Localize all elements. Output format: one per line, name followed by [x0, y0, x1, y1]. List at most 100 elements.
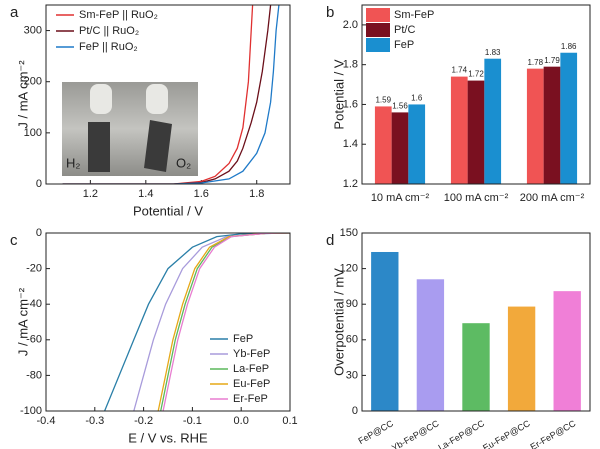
- legend-swatch: [366, 8, 390, 22]
- bar: [467, 80, 485, 184]
- y-tick-label: 30: [346, 369, 358, 381]
- x-axis-label: E / V vs. RHE: [128, 430, 208, 445]
- bar: [371, 251, 399, 411]
- legend-label: Yb-FeP: [233, 348, 270, 360]
- legend-swatch: [366, 38, 390, 52]
- annotation: O₂: [176, 155, 191, 170]
- y-tick-label: 1.2: [343, 178, 358, 190]
- bar: [408, 104, 426, 184]
- photo-electrode: [88, 122, 110, 172]
- inset-photo: [62, 82, 198, 176]
- bar: [484, 58, 502, 185]
- legend-label: La-FeP: [233, 363, 269, 375]
- legend-label: Pt/C || RuO₂: [79, 25, 139, 37]
- photo-holder: [146, 84, 168, 114]
- bar: [560, 52, 578, 184]
- x-tick-label: 1.2: [83, 188, 98, 200]
- y-axis-label: Potential / V: [331, 59, 346, 129]
- bar: [507, 306, 536, 411]
- y-axis-label: J / mA cm⁻²: [15, 287, 30, 356]
- panel-label: a: [10, 4, 19, 21]
- y-tick-label: 60: [346, 334, 358, 346]
- panel: a J / mA cm⁻² 0 100 200 300 1.2 1.4 1.6 1.8 Potent…: [10, 4, 291, 218]
- x-tick-label: -0.4: [37, 415, 56, 427]
- x-tick-label: -0.3: [85, 415, 104, 427]
- y-tick-label: 300: [24, 24, 42, 36]
- x-tick-label: Er-FeP@CC: [529, 418, 578, 449]
- x-axis-label: Potential / V: [133, 203, 203, 218]
- x-tick-label: 1.4: [138, 188, 153, 200]
- data-label: 1.83: [485, 48, 501, 57]
- data-label: 1.72: [468, 70, 484, 79]
- x-tick-label: 10 mA cm⁻²: [371, 192, 430, 204]
- panel-label: b: [326, 4, 334, 21]
- x-tick-label: 1.8: [249, 188, 264, 200]
- bar: [416, 279, 445, 411]
- line: [162, 233, 290, 411]
- panel: b Potential / V 1.2 1.4 1.6 1.8 2.0 10 mA cm⁻² 1…: [326, 4, 591, 204]
- y-tick-label: -80: [26, 369, 42, 381]
- line: [103, 233, 290, 411]
- data-label: 1.56: [392, 102, 408, 111]
- y-tick-label: 90: [346, 298, 358, 310]
- y-tick-label: 0: [36, 227, 42, 239]
- legend-label: Sm-FeP: [394, 9, 434, 21]
- line: [62, 5, 280, 184]
- legend-label: Pt/C: [394, 24, 415, 36]
- x-tick-label: FeP@CC: [357, 418, 396, 446]
- data-label: 1.86: [561, 42, 577, 51]
- x-tick-label: 1.6: [194, 188, 209, 200]
- y-tick-label: -20: [26, 263, 42, 275]
- x-tick-label: -0.1: [183, 415, 202, 427]
- legend-label: Eu-FeP: [233, 378, 270, 390]
- x-tick-label: Yb-FeP@CC: [390, 418, 441, 449]
- y-tick-label: 1.4: [343, 138, 358, 150]
- bar: [450, 76, 468, 184]
- plot-frame: [45, 4, 291, 185]
- panel: c J / mA cm⁻² -100 -80 -60 -40 -20 0 -0.4 -0.3 -0.…: [10, 227, 298, 446]
- data-label: 1.6: [411, 94, 423, 103]
- legend-swatch: [366, 23, 390, 37]
- plot-frame: [361, 232, 591, 412]
- y-tick-label: 0: [352, 405, 358, 417]
- data-label: 1.79: [544, 56, 560, 65]
- legend-label: Sm-FeP || RuO₂: [79, 9, 158, 21]
- y-axis-label: Overpotential / mV: [331, 268, 346, 376]
- panel: d Overpotential / mV 0 30 60 90 120 150 FeP@CCYb…: [326, 227, 591, 449]
- x-tick-label: 200 mA cm⁻²: [520, 192, 585, 204]
- legend-label: FeP: [233, 333, 253, 345]
- data-label: 1.78: [527, 58, 543, 67]
- photo-holder: [90, 84, 112, 114]
- y-tick-label: 100: [24, 127, 42, 139]
- bar: [391, 112, 409, 184]
- y-tick-label: -60: [26, 334, 42, 346]
- y-tick-label: -100: [20, 405, 42, 417]
- data-label: 1.74: [451, 66, 467, 75]
- photo-electrode: [144, 120, 172, 172]
- bar: [526, 68, 544, 184]
- y-tick-label: 1.8: [343, 59, 358, 71]
- plot-frame: [361, 4, 591, 185]
- y-tick-label: 200: [24, 76, 42, 88]
- legend-label: FeP: [394, 39, 414, 51]
- y-tick-label: 120: [340, 263, 358, 275]
- y-tick-label: 2.0: [343, 19, 358, 31]
- bar: [462, 323, 490, 411]
- x-tick-label: Eu-FeP@CC: [481, 418, 532, 449]
- x-tick-label: La-FeP@CC: [436, 418, 486, 449]
- y-tick-label: 150: [340, 227, 358, 239]
- bar: [374, 106, 392, 184]
- plot-frame: [45, 232, 291, 412]
- y-tick-label: 0: [36, 178, 42, 190]
- x-tick-label: 100 mA cm⁻²: [444, 192, 509, 204]
- legend-label: Er-FeP: [233, 393, 268, 405]
- panel-label: c: [10, 232, 18, 249]
- bar: [553, 291, 581, 411]
- y-axis-label: J / mA cm⁻²: [15, 60, 30, 129]
- photo-background: [62, 82, 198, 176]
- legend-label: FeP || RuO₂: [79, 41, 138, 53]
- bar: [543, 66, 561, 184]
- data-label: 1.59: [375, 96, 391, 105]
- panel-label: d: [326, 232, 334, 249]
